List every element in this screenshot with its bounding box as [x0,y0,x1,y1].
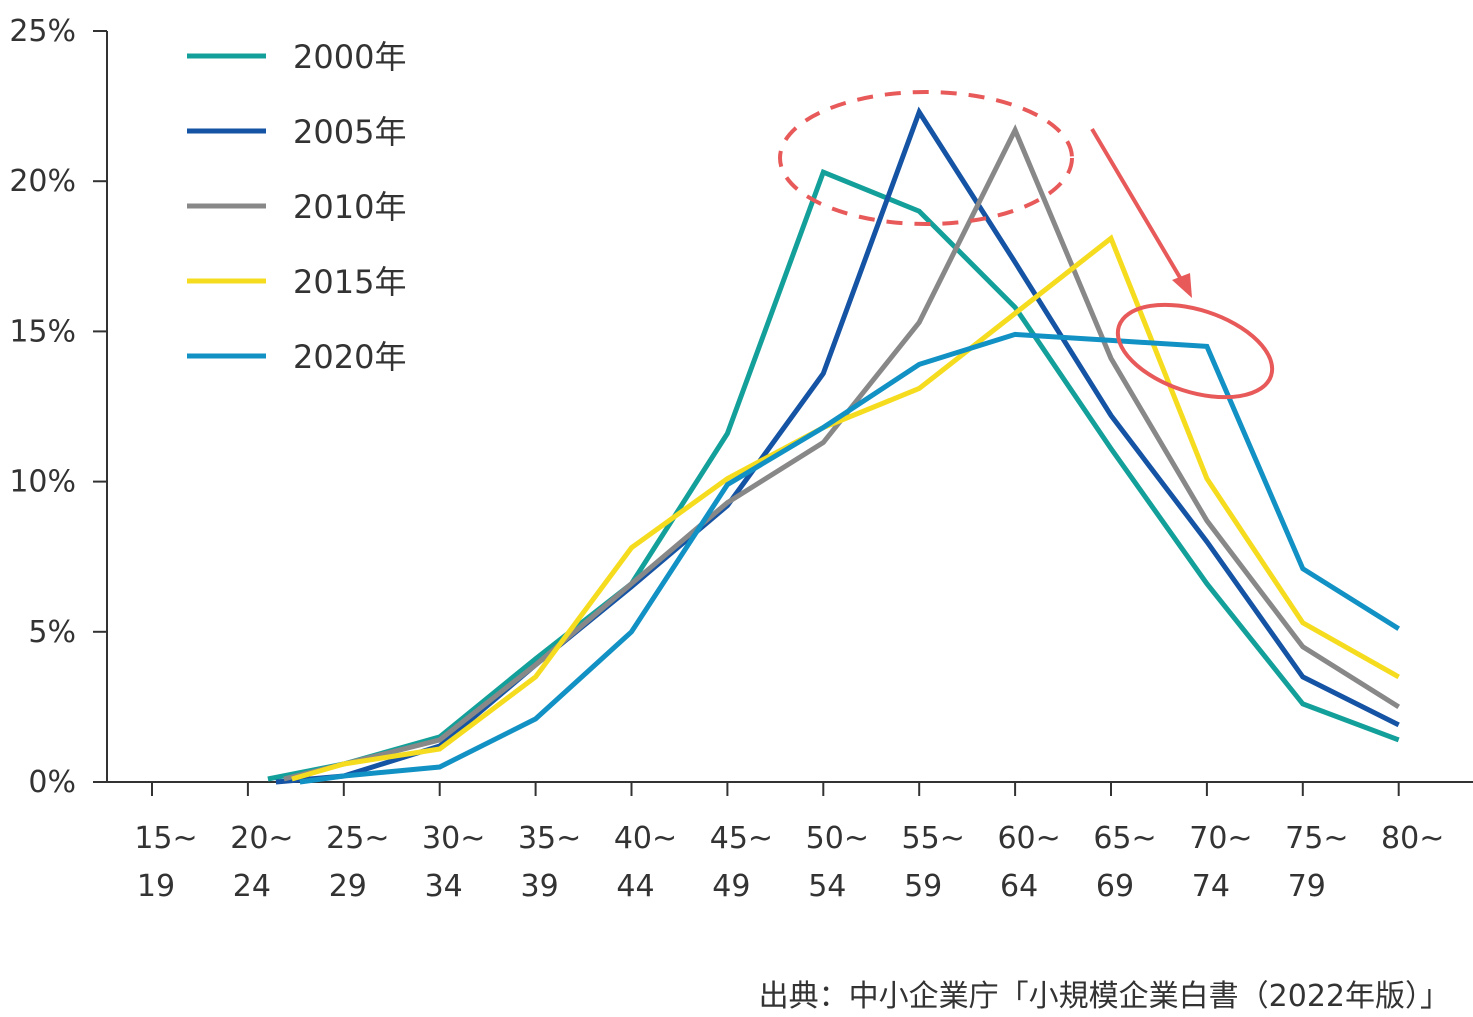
x-tick-label-line1: 75~ [1285,821,1348,856]
series-line-2020 [299,331,1401,785]
axes [106,31,1473,783]
series-line-2000 [267,168,1400,782]
x-tick-label-line2: 54 [808,869,846,904]
source-note: 出典：中小企業庁「小規模企業白書（2022年版）」 [759,979,1450,1014]
series-line-2005 [275,106,1400,785]
x-tick-label-line1: 65~ [1093,821,1156,856]
legend-label: 2005年 [293,113,406,151]
x-tick-label-line2: 74 [1192,869,1230,904]
y-tick-label: 10% [9,465,76,500]
x-tick-label-line1: 20~ [230,821,293,856]
y-axis-ticks: 0% 5% 10% 15% 20% 25% [9,14,107,800]
x-tick-label-line2: 69 [1096,869,1134,904]
x-tick-label-line2: 64 [1000,869,1038,904]
x-tick-label-line2: 39 [521,869,559,904]
peak-dashed-ellipse [778,90,1074,226]
x-tick-label-line1: 35~ [518,821,581,856]
legend-label: 2020年 [293,338,406,376]
legend-label: 2015年 [293,263,406,301]
plateau-ellipse [1115,302,1275,400]
x-tick-label-line1: 80~ [1381,821,1444,856]
x-tick-label-line2: 44 [616,869,654,904]
y-tick-label: 15% [9,314,76,349]
series-line-2010 [283,124,1401,782]
legend-label: 2010年 [293,188,406,226]
x-tick-label-line2: 29 [329,869,367,904]
x-tick-label-line2: 34 [425,869,463,904]
x-axis-ticks: 15~ 19 20~ 24 25~ 29 30~ 34 35~ 39 40~ 44 45~ 49 50~ 54… [134,782,1444,904]
x-tick-label-line2: 24 [233,869,271,904]
trend-arrow-head [1172,273,1192,298]
series-lines [267,106,1401,785]
x-tick-label-line1: 40~ [614,821,677,856]
y-tick-label: 5% [28,615,76,650]
legend-label: 2000年 [293,38,406,76]
x-tick-label-line1: 50~ [806,821,869,856]
x-tick-label-line2: 19 [137,869,175,904]
x-tick-label-line1: 25~ [326,821,389,856]
legend: 2000年 2005年 2010年 2015年 2020年 [187,38,406,376]
x-tick-label-line1: 45~ [710,821,773,856]
y-tick-label: 25% [9,14,76,49]
x-tick-label-line1: 70~ [1189,821,1252,856]
trend-arrow-shaft [1090,127,1187,288]
x-tick-label-line1: 30~ [422,821,485,856]
x-tick-label-line1: 60~ [997,821,1060,856]
x-tick-label-line2: 79 [1288,869,1326,904]
x-tick-label-line1: 15~ [134,821,197,856]
x-tick-label-line1: 55~ [902,821,965,856]
y-tick-label: 0% [28,765,76,800]
annotations [778,90,1275,400]
x-tick-label-line2: 49 [712,869,750,904]
x-tick-label-line2: 59 [904,869,942,904]
y-tick-label: 20% [9,164,76,199]
